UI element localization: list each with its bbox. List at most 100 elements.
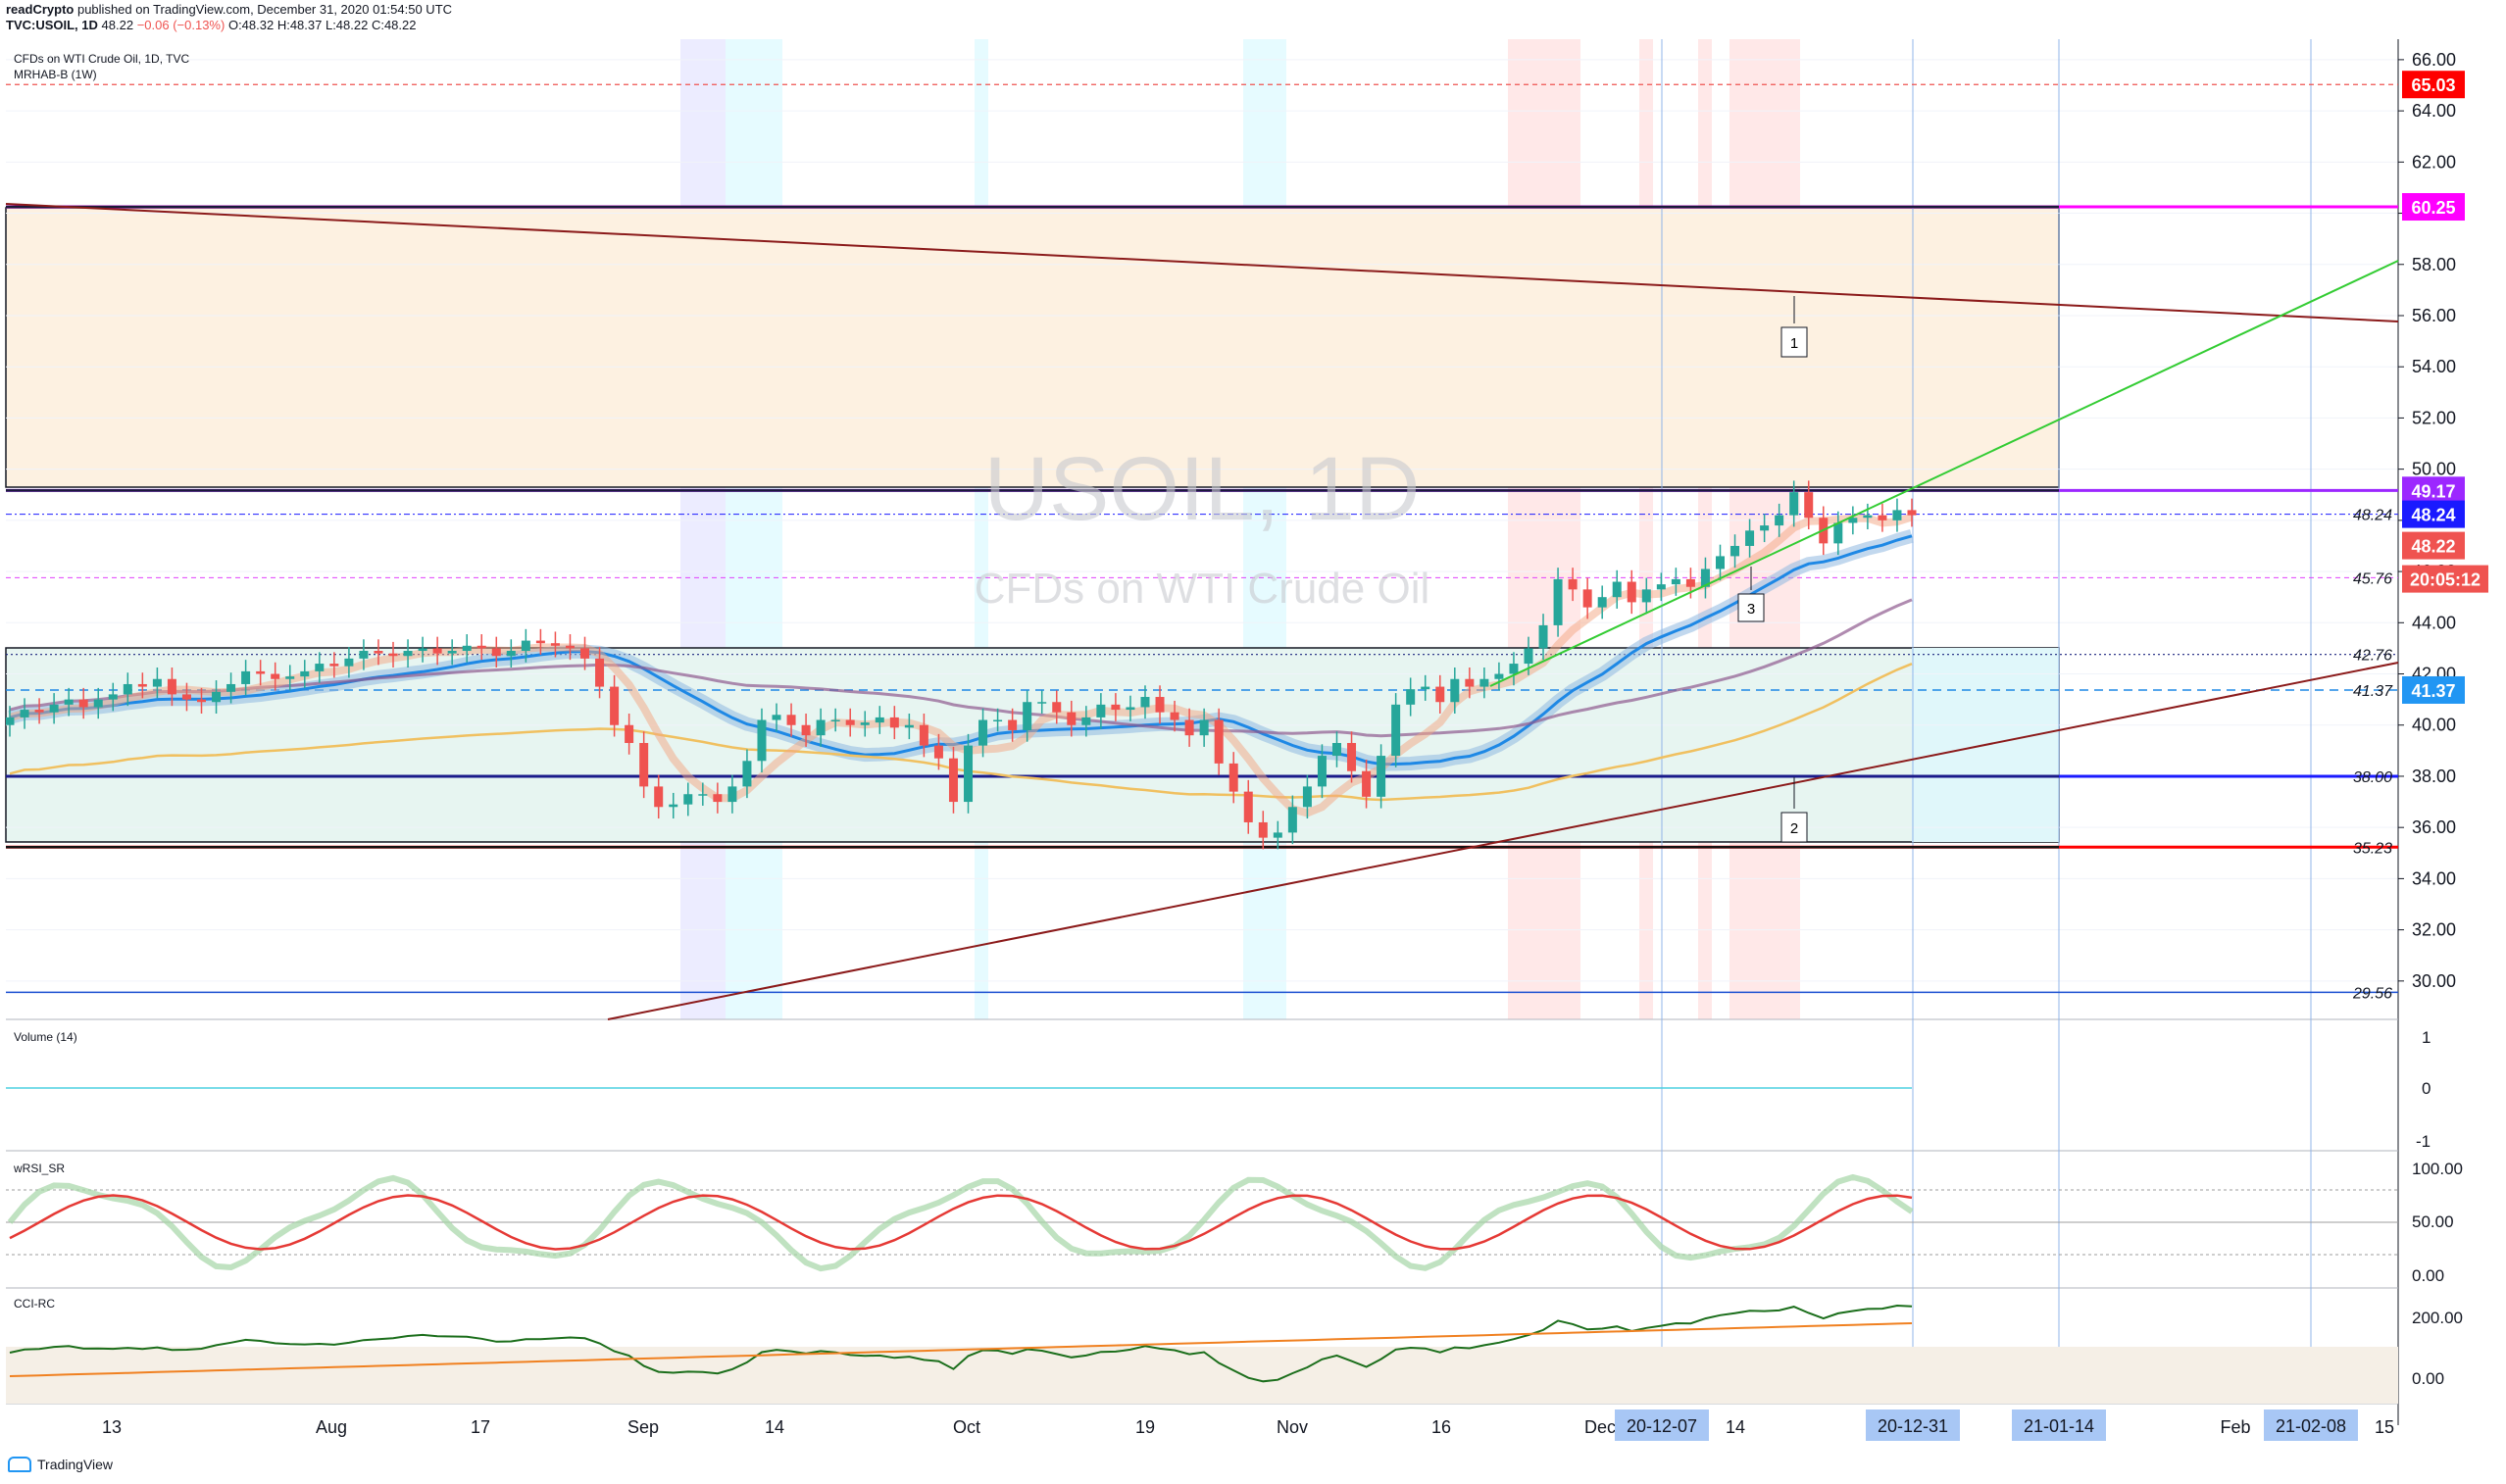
symbol-label: TVC:USOIL, 1D: [6, 18, 98, 32]
candle-body: [1377, 756, 1386, 797]
descending-trendline[interactable]: [5, 203, 2399, 322]
date-badge: [2264, 1410, 2358, 1441]
candle-body: [875, 717, 884, 723]
wrsi-pane-label: wRSI_SR: [13, 1162, 65, 1175]
tradingview-logo[interactable]: TradingView: [8, 1457, 113, 1472]
candle-body: [1096, 704, 1106, 717]
candle-body: [212, 691, 222, 703]
candle-body: [403, 651, 413, 657]
candle-body: [1775, 515, 1784, 526]
candle-body: [432, 648, 442, 654]
y-tick-label: 64.00: [2412, 101, 2456, 121]
candle-body: [1863, 515, 1873, 519]
candle-body: [1509, 664, 1519, 674]
price-badge-label: 60.25: [2411, 198, 2455, 218]
cci-zone: [6, 1347, 2398, 1404]
y-tick-label: 30.00: [2412, 971, 2456, 991]
price-badge-label: 48.22: [2411, 537, 2455, 557]
green-trendline[interactable]: [1489, 260, 2399, 687]
candle-body: [610, 686, 620, 725]
candle-body: [344, 658, 354, 667]
candle-body: [978, 719, 988, 746]
candle-body: [271, 673, 280, 679]
candle-body: [123, 683, 132, 695]
y-tick-label: 58.00: [2412, 255, 2456, 274]
callout-2[interactable]: 2: [1780, 777, 1808, 843]
candle-body: [772, 715, 781, 720]
candle-body: [1715, 556, 1725, 569]
candle-body: [1553, 578, 1563, 625]
level-label: 38.00: [2353, 769, 2392, 786]
svg-text:1: 1: [2422, 1028, 2431, 1047]
candle-body: [713, 794, 723, 803]
candle-body: [20, 710, 29, 717]
candle-body: [595, 658, 605, 687]
price-badge: [2402, 193, 2465, 222]
candle-body: [1656, 584, 1666, 590]
candle-body: [1524, 648, 1533, 665]
publisher-name[interactable]: readCrypto: [6, 2, 75, 17]
candle-body: [1582, 589, 1592, 608]
tradingview-logo-icon: [8, 1457, 31, 1472]
candle-body: [197, 699, 207, 703]
candle-body: [1111, 704, 1121, 711]
ohlc-values: O:48.32 H:48.37 L:48.22 C:48.22: [227, 18, 417, 32]
svg-text:2: 2: [1790, 820, 1798, 837]
candle-body: [1465, 678, 1475, 687]
level-label: 48.24: [2353, 508, 2392, 524]
price-badge: [2402, 476, 2465, 505]
candle-body: [152, 678, 162, 687]
price-badge-label: 48.24: [2411, 506, 2455, 525]
x-tick-label: Nov: [1277, 1417, 1308, 1437]
price-badge: [2402, 565, 2488, 593]
candle-body: [889, 717, 899, 728]
last-price: 48.22: [101, 18, 134, 32]
svg-text:0.00: 0.00: [2412, 1266, 2444, 1285]
candle-body: [491, 648, 501, 657]
ema-line: [9, 534, 1913, 767]
candle-body: [315, 664, 325, 671]
x-tick-label: 19: [1135, 1417, 1155, 1437]
ascending-trendline[interactable]: [607, 662, 2399, 1020]
y-tick-label: 32.00: [2412, 920, 2456, 940]
price-badge-label: 49.17: [2411, 481, 2455, 501]
svg-text:200.00: 200.00: [2412, 1309, 2463, 1327]
y-tick-label: 40.00: [2412, 716, 2456, 735]
level-value-labels: 48.24 45.76 42.76 41.37 38.00 35.23 29.56: [2352, 508, 2393, 1003]
level-label: 42.76: [2353, 648, 2392, 665]
rsi-signal: [9, 1194, 1913, 1251]
time-axis-labels: 13 Aug 17 Sep 14 Oct 19 Nov 16 Dec 14 15 Feb 20-12-07…: [102, 1410, 2394, 1441]
date-badge-label: 21-01-14: [2024, 1416, 2094, 1436]
wrsi-axis: 100.00 50.00 0.00: [2412, 1160, 2463, 1285]
candle-body: [550, 643, 560, 646]
candle-body: [64, 699, 74, 705]
callout-3[interactable]: 3: [1737, 567, 1765, 622]
candle-body: [1833, 522, 1843, 544]
candle-body: [845, 719, 855, 725]
candle-body: [34, 710, 44, 713]
publish-header: readCrypto published on TradingView.com,…: [6, 2, 452, 33]
candle-body: [1804, 492, 1814, 519]
candle-body: [418, 648, 427, 652]
fast-ribbon: [8, 513, 1914, 817]
candle-body: [948, 758, 958, 803]
candle-body: [1597, 597, 1607, 608]
price-badge-label: 20:05:12: [2410, 570, 2481, 590]
price-badges: 65.03 60.25 49.17 48.24 48.22 20:05:12 41.37: [2402, 71, 2488, 704]
candle-body: [786, 715, 796, 725]
candle-body: [1302, 786, 1312, 808]
date-badge-label: 21-02-08: [2276, 1416, 2346, 1436]
y-tick-label: 56.00: [2412, 306, 2456, 325]
callout-1[interactable]: 1: [1780, 296, 1808, 358]
y-tick-label: 62.00: [2412, 152, 2456, 172]
candle-body: [1228, 763, 1238, 792]
candle-body: [49, 704, 59, 713]
candle-body: [919, 724, 928, 746]
candle-body: [683, 794, 693, 805]
candle-body: [1848, 518, 1858, 523]
candle-body: [285, 676, 295, 679]
candle-body: [388, 653, 398, 657]
x-tick-label: 14: [765, 1417, 784, 1437]
candle-body: [1907, 510, 1917, 516]
